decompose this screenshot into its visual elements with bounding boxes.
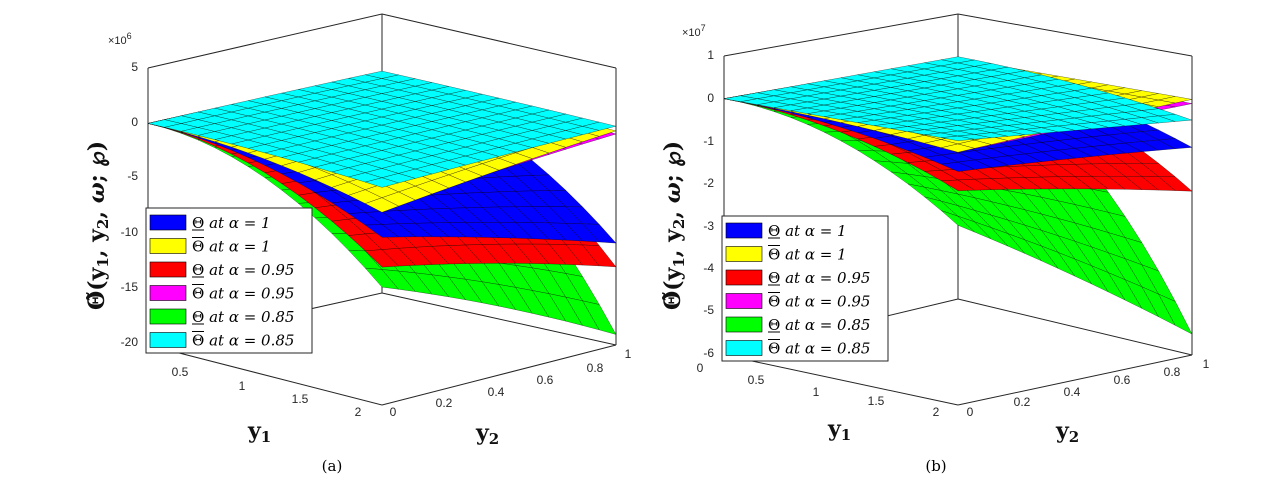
- legend-swatch: [149, 238, 187, 254]
- legend-label: Θ at α = 0.85: [192, 332, 294, 350]
- legend-label: Θ at α = 0.85: [768, 316, 870, 334]
- surfaces-b: [723, 56, 1193, 335]
- y-ticks-b: 0 0.2 0.4 0.6 0.8 1: [967, 357, 1210, 419]
- surface-cell: [582, 223, 617, 244]
- surface-cell: [582, 121, 617, 131]
- z-tick-label: -4: [703, 261, 714, 275]
- legend-label: Θ at α = 1: [192, 214, 271, 232]
- x-tick-label: 2: [355, 405, 362, 419]
- y-tick-label: 0: [967, 405, 974, 419]
- legend-swatch: [725, 222, 763, 239]
- legend-box: [721, 215, 889, 362]
- y-tick-label: 0.8: [1164, 365, 1181, 379]
- z-exponent-b: ×107: [682, 23, 706, 39]
- z-ticks-b: 1 0 -1 -2 -3 -4 -5 -6: [703, 48, 714, 360]
- panel-b: 1 0 -1 -2 -3 -4 -5 -6 ×107 0 0.5 1 1.5 2…: [660, 13, 1210, 475]
- z-exponent-a: ×106: [108, 31, 132, 47]
- z-tick-label: 0: [707, 91, 714, 105]
- legend-swatch: [149, 308, 187, 325]
- y-tick-label: 0.8: [587, 361, 604, 375]
- z-tick-label: 1: [707, 48, 714, 62]
- legend-swatch: [725, 340, 763, 356]
- z-tick-label: -5: [127, 169, 138, 183]
- x-tick-label: 0.5: [748, 373, 765, 387]
- legend-swatch: [149, 214, 187, 231]
- surface-cell: [582, 300, 617, 335]
- x-axis-label-a: y1: [247, 418, 271, 446]
- legend-label: Θ at α = 0.95: [192, 261, 294, 279]
- x-tick-label: 0: [697, 361, 704, 375]
- z-tick-label: -20: [121, 335, 139, 349]
- y-axis-label-a: y2: [475, 420, 499, 448]
- legend-swatch: [725, 316, 763, 333]
- z-tick-label: 5: [131, 60, 138, 74]
- z-tick-label: -3: [703, 219, 714, 233]
- y-axis-label-b: y2: [1055, 418, 1079, 446]
- legend-label: Θ at α = 1: [192, 238, 271, 256]
- y-ticks-a: 0 0.2 0.4 0.6 0.8 1: [390, 347, 632, 419]
- y-tick-label: 0.6: [537, 373, 554, 387]
- y-tick-label: 0.4: [1064, 385, 1081, 399]
- surface-5: [147, 70, 617, 188]
- z-tick-label: -1: [703, 134, 714, 148]
- panel-caption-a: (a): [322, 457, 343, 475]
- surface-cell: [1158, 96, 1193, 104]
- panel-caption-b: (b): [925, 457, 946, 475]
- x-tick-label: 1: [239, 379, 246, 393]
- z-tick-label: -2: [703, 176, 714, 190]
- legend-swatch: [725, 246, 763, 262]
- surface-cell: [1157, 138, 1193, 150]
- surface-cell: [1158, 176, 1193, 192]
- legend-label: Θ at α = 0.85: [192, 308, 294, 326]
- z-ticks-a: 5 0 -5 -10 -15 -20: [121, 60, 139, 349]
- legend-swatch: [149, 285, 187, 301]
- legend-swatch: [149, 261, 187, 278]
- x-tick-label: 2: [933, 405, 940, 419]
- legend-b: Θ at α = 1 Θ at α = 1 Θ at α = 0.95 Θ at α …: [721, 215, 889, 362]
- legend-label: Θ at α = 1: [768, 222, 847, 240]
- legend-swatch: [149, 332, 187, 348]
- y-tick-label: 0: [390, 405, 397, 419]
- y-tick-label: 1: [1203, 357, 1210, 371]
- z-tick-label: -10: [121, 225, 139, 239]
- z-tick-label: -6: [703, 346, 714, 360]
- y-tick-label: 0.6: [1114, 373, 1131, 387]
- y-tick-label: 0.2: [1014, 395, 1031, 409]
- legend-a: Θ at α = 1 Θ at α = 1 Θ at α = 0.95 Θ at α …: [145, 207, 313, 354]
- panel-a: 5 0 -5 -10 -15 -20 ×106 0.5 1 1.5 2 0 0.…: [84, 13, 632, 475]
- surfaces-a: [147, 70, 617, 335]
- legend-label: Θ at α = 0.95: [768, 269, 870, 287]
- surface-cell: [1158, 293, 1193, 335]
- x-tick-label: 1: [813, 385, 820, 399]
- x-ticks-b: 0 0.5 1 1.5 2: [697, 361, 940, 419]
- legend-label: Θ at α = 0.85: [768, 340, 870, 358]
- y-tick-label: 0.2: [436, 396, 453, 410]
- z-tick-label: -15: [121, 280, 139, 294]
- x-ticks-a: 0.5 1 1.5 2: [172, 365, 362, 419]
- surface-cell: [582, 244, 617, 268]
- legend-label: Θ at α = 0.95: [192, 285, 294, 303]
- x-tick-label: 0.5: [172, 365, 189, 379]
- surface-cell: [1158, 114, 1193, 122]
- z-axis-label-b: Θ̃(y1, y2, ω; ℘): [660, 141, 688, 310]
- legend-label: Θ at α = 0.95: [768, 293, 870, 311]
- x-tick-label: 1.5: [292, 392, 309, 406]
- z-tick-label: -5: [703, 303, 714, 317]
- z-axis-label-a: Θ̃(y1, y2, ω; ℘): [84, 141, 112, 310]
- y-tick-label: 0.4: [488, 385, 505, 399]
- z-tick-label: 0: [131, 115, 138, 129]
- legend-label: Θ at α = 1: [768, 246, 847, 264]
- legend-swatch: [725, 293, 763, 309]
- legend-swatch: [725, 269, 763, 286]
- y-tick-label: 1: [625, 347, 632, 361]
- x-axis-label-b: y1: [827, 416, 851, 444]
- x-tick-label: 1.5: [868, 394, 885, 408]
- legend-box: [145, 207, 313, 354]
- surface-5: [723, 56, 1193, 141]
